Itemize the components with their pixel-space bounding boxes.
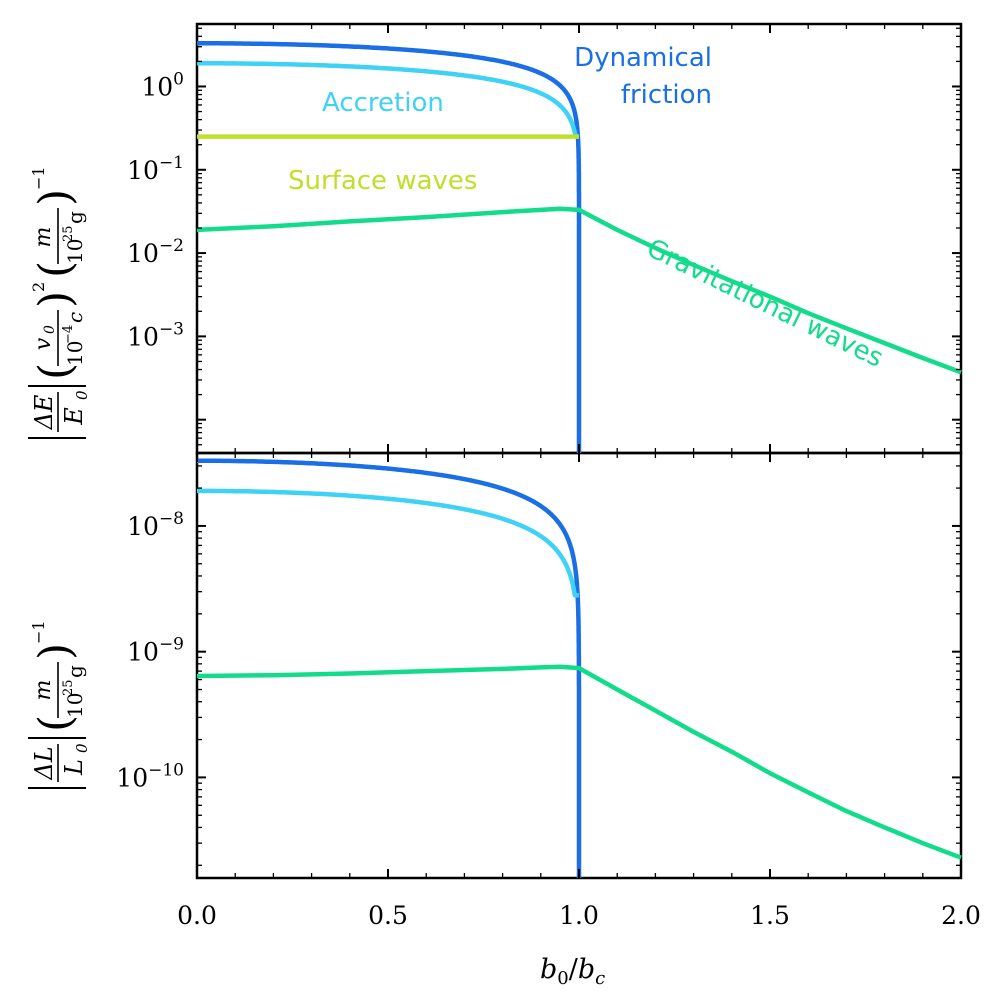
annotation-dynamical-friction-line1: Dynamical (574, 43, 712, 73)
top-series-group (196, 41, 962, 453)
annotation-dynamical-friction-line2: friction (621, 80, 712, 110)
x-label-b: b (540, 954, 557, 985)
bottom-ylabel-l: L (60, 759, 88, 776)
tick-labels-group: 100 10−1 10−2 10−3 10−8 10−9 10−10 0.0 0.5 1.0 1.5… (116, 69, 981, 930)
bottom-ylabel-power-neg1: −1 (29, 620, 48, 644)
annotation-accretion: Accretion (322, 88, 444, 118)
bottom-ylabel-g: g (63, 665, 87, 678)
bottom-y-tick-label: 10−10 (116, 760, 184, 792)
ticks-group (196, 24, 962, 878)
top-ylabel-delta-e: ΔE (30, 394, 58, 430)
top-ylabel-v: v (31, 337, 56, 350)
top-ylabel-exp-a: −4 (61, 325, 76, 344)
top-y-axis-label: ΔE E 0 ( v 0 10 −4 c ) 2 ( m 10 25 g ) −… (28, 166, 91, 439)
bottom-ylabel-paren-open: ( (30, 715, 81, 732)
x-label-slash: / (569, 954, 579, 985)
top-ylabel-exp-b: 25 (61, 225, 76, 242)
x-tick-label: 0.5 (368, 901, 408, 930)
bottom-ylabel-delta-l: ΔL (30, 746, 58, 780)
top-y-tick-label: 100 (141, 69, 184, 101)
bottom-y-tick-label: 10−8 (127, 509, 184, 541)
top-series-dynamical-friction (197, 41, 582, 453)
x-tick-label: 0.0 (177, 901, 217, 930)
top-y-tick-label: 10−1 (127, 153, 184, 185)
top-ylabel-paren-close-2: ) (30, 189, 81, 206)
bottom-ylabel-paren-close: ) (30, 643, 81, 660)
top-ylabel-paren-open-2: ( (30, 261, 81, 278)
bottom-series-gravitational-waves (196, 664, 962, 860)
top-y-tick-label: 10−2 (127, 236, 184, 268)
bottom-ylabel-m: m (31, 680, 56, 701)
bottom-ylabel-10: 10 (63, 693, 87, 718)
x-tick-label: 1.0 (559, 901, 599, 930)
bottom-series-accretion (197, 488, 580, 598)
annotation-surface-waves: Surface waves (288, 166, 477, 196)
bottom-ylabel-l-sub: 0 (73, 743, 91, 753)
bottom-series-dynamical-friction (197, 458, 582, 879)
bottom-y-axis-label: ΔL L 0 ( m 10 25 g ) −1 (28, 620, 91, 789)
x-tick-label: 1.5 (750, 901, 790, 930)
top-series-accretion (197, 61, 580, 139)
annotation-gravitational-waves: Gravitational waves (642, 233, 888, 373)
x-label-sub-c: c (595, 968, 605, 989)
top-ylabel-g: g (63, 211, 87, 224)
top-ylabel-power-neg1: −1 (29, 166, 48, 190)
bottom-series-group (196, 458, 962, 879)
top-ylabel-10-b: 10 (63, 239, 87, 264)
bottom-y-tick-label: 10−9 (127, 635, 184, 667)
x-label-b2: b (578, 954, 595, 985)
top-ylabel-power2: 2 (29, 282, 48, 292)
x-label-sub-0: 0 (557, 968, 568, 989)
top-ylabel-e: E (60, 407, 88, 426)
top-ylabel-paren-close-1: ) (30, 291, 81, 308)
top-ylabel-e-sub: 0 (73, 390, 91, 400)
top-y-tick-label: 10−3 (127, 319, 184, 351)
x-axis-label: b0/bc (540, 954, 605, 989)
top-ylabel-c: c (63, 312, 87, 323)
svg-text:b0/bc: b0/bc (540, 954, 605, 989)
top-ylabel-v-sub: 0 (42, 325, 58, 334)
top-series-gravitational-waves (196, 206, 962, 375)
top-ylabel-m: m (31, 227, 56, 248)
top-ylabel-10-a: 10 (63, 341, 87, 366)
bottom-ylabel-exp: 25 (61, 679, 76, 696)
top-ylabel-paren-open-1: ( (30, 363, 81, 380)
x-tick-label: 2.0 (941, 901, 981, 930)
